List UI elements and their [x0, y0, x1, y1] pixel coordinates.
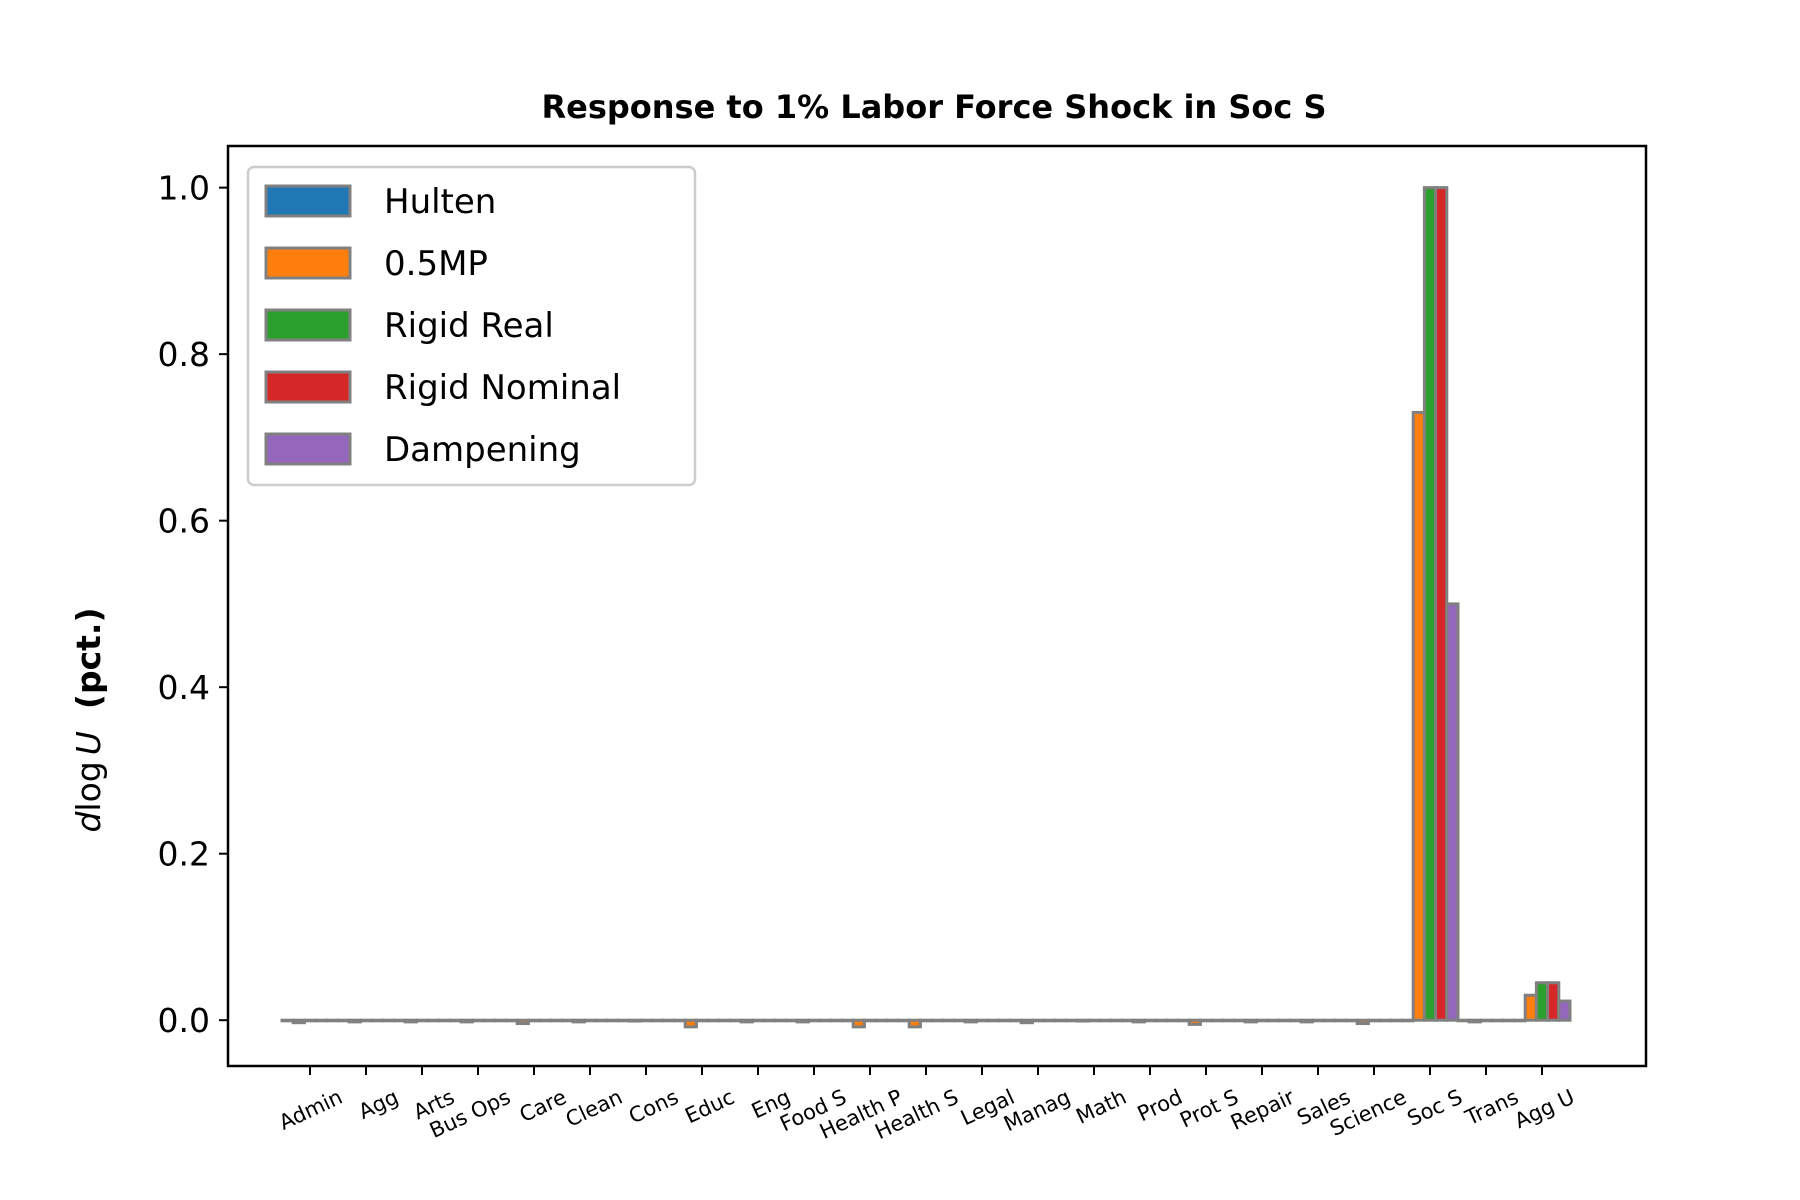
- bar-0-5mp-soc-s: [1411, 410, 1426, 1022]
- svg-text:dlogU(pct.): dlog U (pct.): [69, 607, 108, 832]
- x-tick-label: Admin: [275, 1085, 346, 1135]
- y-tick-label: 0.8: [158, 335, 210, 374]
- plot-frame: [226, 144, 1648, 1068]
- y-axis-label-var: U: [69, 731, 108, 755]
- legend-label-hulten: Hulten: [384, 182, 496, 222]
- y-axis-label-d: d: [69, 811, 108, 833]
- y-tick-label: 0.4: [158, 668, 210, 707]
- legend: Hulten 0.5MP Rigid Real Rigid Nominal Dampen…: [246, 165, 697, 487]
- x-tick-label: Agg U: [1511, 1085, 1578, 1133]
- legend-box: [246, 165, 697, 487]
- y-axis-ticks: 0.0 0.2 0.4 0.6 0.8 1.0: [158, 169, 228, 1040]
- legend-swatch-hulten: [264, 184, 352, 218]
- y-axis-label-log: log: [69, 761, 108, 811]
- chart-title: Response to 1% Labor Force Shock in Soc …: [541, 88, 1326, 126]
- x-tick-label: Clean: [562, 1085, 626, 1132]
- bar-rigid-nominal-soc-s: [1434, 186, 1449, 1022]
- legend-swatch-rigid-nominal: [264, 370, 352, 404]
- x-tick-label: Math: [1072, 1085, 1130, 1129]
- legend-label-rigid-real: Rigid Real: [384, 306, 554, 346]
- bar-dampening-soc-s: [1445, 602, 1460, 1022]
- legend-swatch-dampening: [264, 432, 352, 466]
- bar-rigid-real-soc-s: [1422, 186, 1438, 1022]
- y-axis-label: dlog U (pct.): [69, 607, 108, 832]
- x-tick-label: Agg: [355, 1085, 402, 1124]
- y-tick-label: 0.0: [158, 1001, 210, 1040]
- x-tick-label: Repair: [1227, 1085, 1298, 1135]
- y-tick-label: 0.2: [158, 835, 210, 874]
- bar-rigid-nominal-agg-u: [1546, 981, 1561, 1022]
- bar-rigid-real-agg-u: [1534, 981, 1550, 1022]
- legend-swatch-0-5mp: [264, 246, 352, 280]
- y-tick-label: 1.0: [158, 169, 210, 208]
- y-axis-label-unit: (pct.): [69, 607, 108, 709]
- x-tick-label: Prod: [1134, 1085, 1186, 1126]
- bar-0-5mp-agg-u: [1523, 993, 1538, 1022]
- x-tick-label: Trans: [1461, 1085, 1522, 1131]
- x-tick-label: Educ: [681, 1085, 738, 1129]
- y-tick-label: 0.6: [158, 502, 210, 541]
- legend-label-0-5mp: 0.5MP: [384, 244, 488, 284]
- legend-label-rigid-nominal: Rigid Nominal: [384, 368, 621, 408]
- bar-dampening-agg-u: [1557, 999, 1572, 1022]
- legend-swatch-rigid-real: [264, 308, 352, 342]
- legend-label-dampening: Dampening: [384, 430, 581, 470]
- x-tick-label: Soc S: [1404, 1085, 1466, 1131]
- x-tick-label: Care: [516, 1085, 570, 1127]
- x-tick-label: Cons: [625, 1085, 682, 1129]
